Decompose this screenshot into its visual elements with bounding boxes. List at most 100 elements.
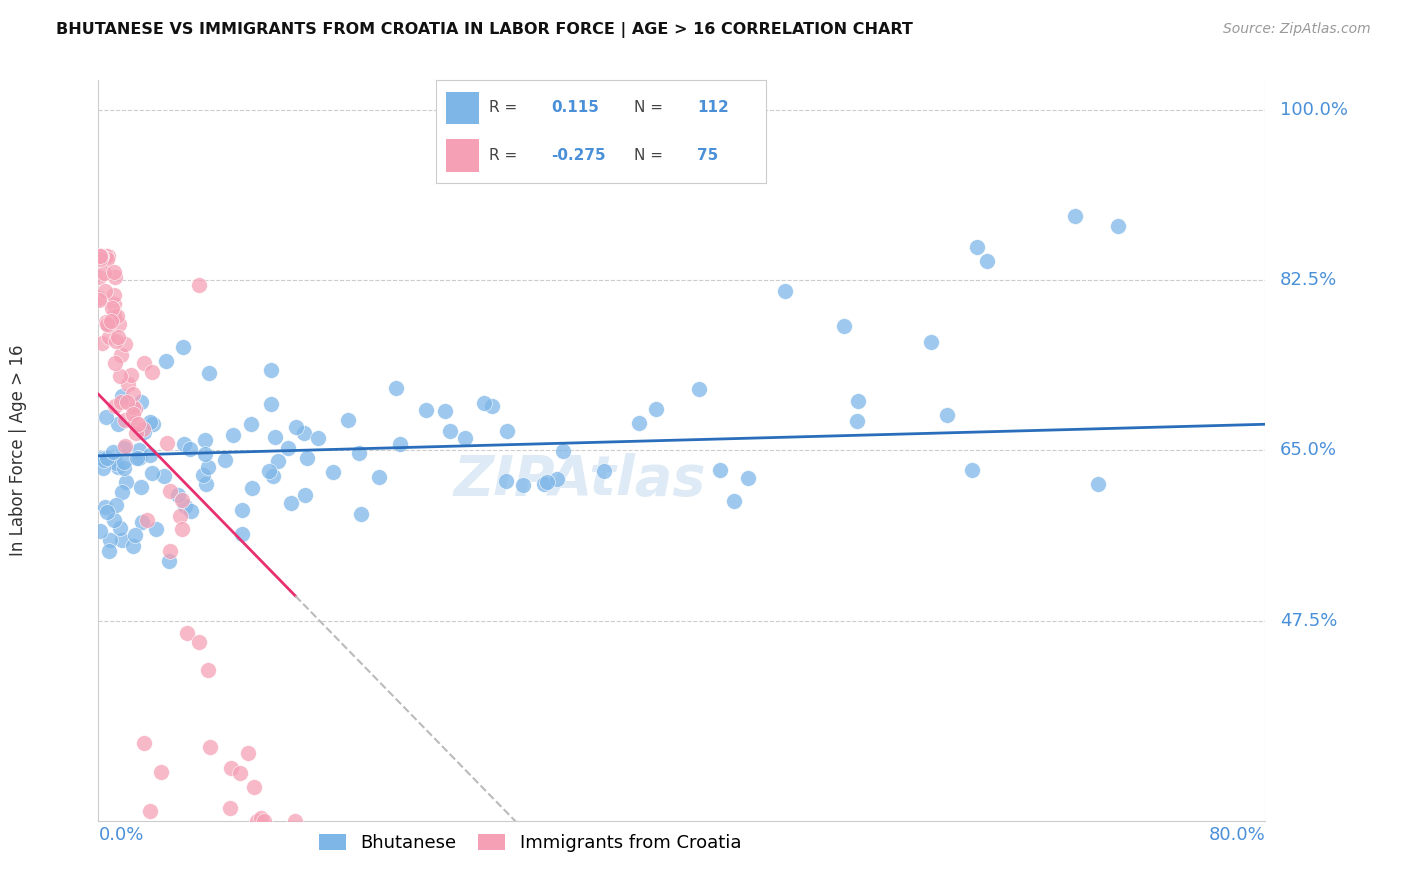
- Point: [415, 402, 437, 417]
- Point: [149, 764, 172, 779]
- Text: 65.0%: 65.0%: [1279, 442, 1337, 459]
- Point: [114, 439, 136, 453]
- Text: In Labor Force | Age > 16: In Labor Force | Age > 16: [10, 344, 27, 557]
- Point: [122, 407, 145, 421]
- Point: [104, 399, 127, 413]
- Point: [89, 252, 111, 267]
- Point: [159, 484, 181, 499]
- Point: [129, 480, 152, 494]
- Point: [257, 465, 280, 479]
- Point: [260, 362, 283, 376]
- Point: [138, 804, 160, 818]
- Point: [103, 265, 125, 279]
- Text: ZIPAtlas: ZIPAtlas: [454, 452, 706, 507]
- Point: [124, 527, 146, 541]
- Point: [141, 365, 163, 379]
- Point: [1107, 219, 1129, 233]
- Point: [434, 404, 457, 418]
- Point: [120, 368, 142, 383]
- Point: [110, 395, 132, 409]
- Point: [512, 478, 534, 492]
- Point: [93, 453, 115, 467]
- Point: [108, 369, 131, 384]
- Point: [91, 460, 114, 475]
- Point: [104, 355, 127, 369]
- Point: [125, 426, 148, 441]
- Point: [97, 330, 120, 344]
- Point: [112, 461, 135, 475]
- Point: [688, 382, 710, 396]
- Point: [173, 436, 195, 450]
- Point: [108, 317, 131, 331]
- Text: 75: 75: [697, 148, 718, 162]
- Point: [110, 348, 132, 362]
- Point: [773, 284, 796, 298]
- Point: [284, 419, 307, 434]
- Point: [453, 431, 475, 445]
- Point: [89, 291, 111, 305]
- Point: [107, 330, 129, 344]
- Point: [96, 252, 118, 266]
- Point: [737, 471, 759, 485]
- Point: [90, 249, 112, 263]
- Point: [103, 513, 125, 527]
- Point: [105, 309, 128, 323]
- Text: 100.0%: 100.0%: [1279, 101, 1348, 119]
- Point: [104, 334, 127, 348]
- Point: [124, 415, 146, 429]
- Point: [188, 277, 211, 292]
- Point: [122, 386, 145, 401]
- Point: [122, 539, 145, 553]
- Point: [139, 448, 162, 462]
- Point: [322, 465, 344, 479]
- Point: [231, 526, 253, 541]
- Point: [89, 269, 111, 284]
- Point: [114, 337, 136, 351]
- Point: [546, 472, 568, 486]
- Point: [112, 455, 135, 469]
- Text: N =: N =: [634, 101, 664, 115]
- Point: [198, 366, 221, 380]
- Point: [709, 462, 731, 476]
- Text: BHUTANESE VS IMMIGRANTS FROM CROATIA IN LABOR FORCE | AGE > 16 CORRELATION CHART: BHUTANESE VS IMMIGRANTS FROM CROATIA IN …: [56, 22, 912, 38]
- Point: [103, 287, 125, 301]
- Point: [128, 443, 150, 458]
- Point: [94, 249, 117, 263]
- Point: [645, 401, 668, 416]
- Point: [219, 761, 242, 775]
- Point: [111, 389, 134, 403]
- Point: [94, 500, 117, 514]
- Point: [219, 801, 242, 815]
- Point: [111, 484, 134, 499]
- Point: [723, 493, 745, 508]
- Point: [103, 309, 125, 323]
- Text: 0.115: 0.115: [551, 101, 599, 115]
- Point: [89, 293, 111, 307]
- Point: [96, 451, 118, 466]
- Point: [240, 481, 263, 495]
- Point: [280, 496, 302, 510]
- Point: [93, 266, 115, 280]
- Text: 80.0%: 80.0%: [1209, 825, 1265, 844]
- Point: [156, 436, 179, 450]
- Point: [90, 336, 112, 351]
- FancyBboxPatch shape: [446, 92, 479, 124]
- Point: [295, 450, 318, 465]
- Point: [97, 249, 120, 263]
- Point: [960, 463, 983, 477]
- Point: [350, 507, 373, 521]
- Point: [191, 467, 214, 482]
- Point: [284, 814, 307, 828]
- Text: 82.5%: 82.5%: [1279, 271, 1337, 289]
- Point: [481, 399, 503, 413]
- Text: 112: 112: [697, 101, 728, 115]
- Point: [115, 395, 138, 409]
- Point: [231, 503, 253, 517]
- Point: [169, 509, 191, 524]
- Point: [134, 425, 156, 439]
- Point: [263, 430, 285, 444]
- Point: [125, 450, 148, 465]
- Point: [222, 427, 245, 442]
- Point: [122, 401, 145, 415]
- Point: [174, 499, 197, 513]
